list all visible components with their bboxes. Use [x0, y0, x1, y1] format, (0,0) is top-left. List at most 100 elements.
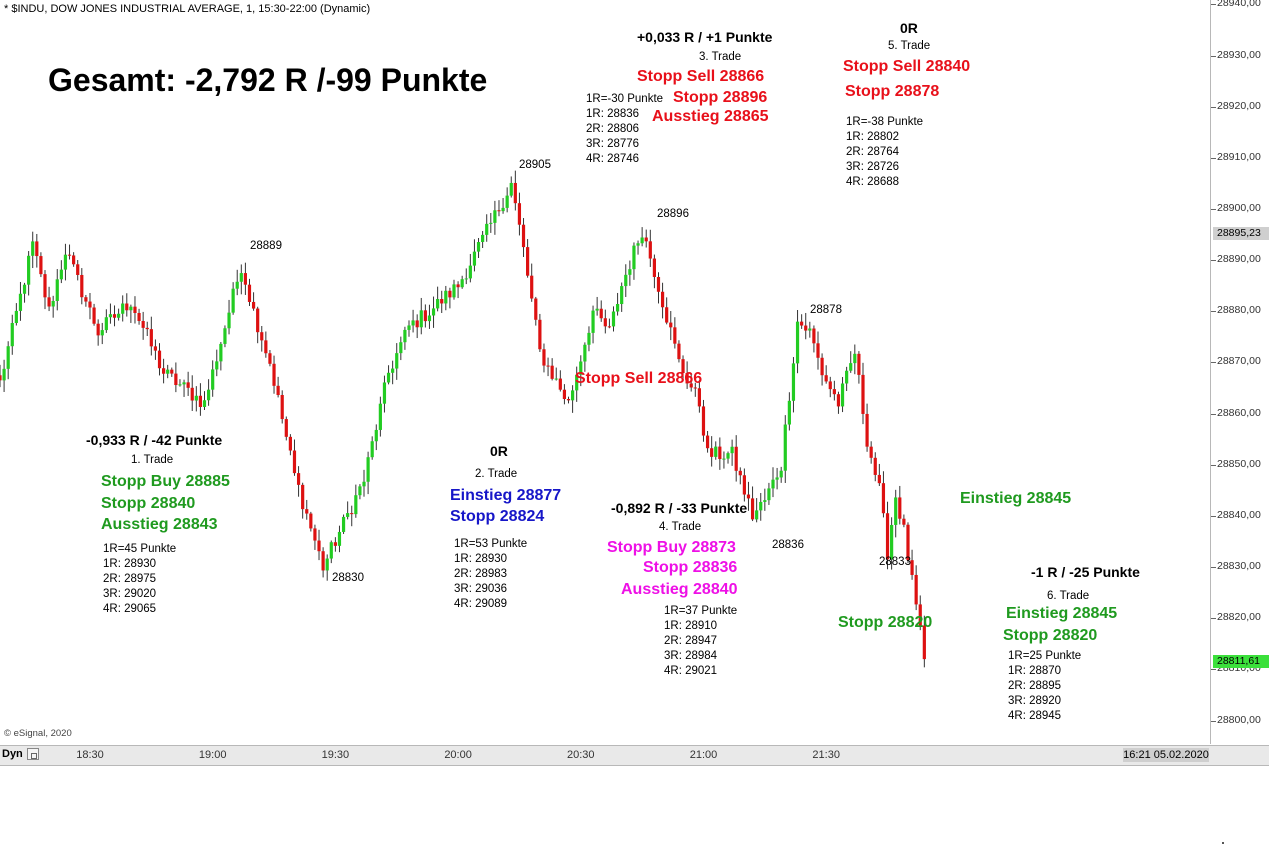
price-tick-label: 28940,00	[1217, 0, 1261, 10]
price-tick-label: 28930,00	[1217, 48, 1261, 61]
candle	[558, 370, 562, 392]
price-tick-mark	[1211, 55, 1216, 57]
candle	[153, 339, 158, 360]
time-tick-label: 21:30	[812, 749, 840, 761]
swing-label: 28833	[879, 556, 911, 568]
candle	[791, 357, 796, 413]
candle	[321, 547, 325, 578]
candle	[652, 254, 656, 289]
trade6-level: 1R: 28870	[1008, 665, 1062, 677]
candle	[718, 437, 722, 470]
candle	[219, 342, 223, 371]
trade1-level: 4R: 29065	[103, 603, 157, 615]
price-axis[interactable]: 28800,00 28810,00 28820,00 28830,00 28840,00…	[1211, 0, 1269, 744]
candle	[832, 380, 836, 401]
candle	[820, 353, 824, 386]
price-tick-label: 28830,00	[1217, 560, 1261, 573]
candle	[566, 396, 571, 404]
candle	[100, 322, 104, 345]
candle	[341, 514, 346, 534]
candle	[910, 549, 914, 580]
time-axis[interactable]: Dyn 16:21 05.02.2020 18:30 19:00 19:30 20:0…	[0, 745, 1269, 766]
candle	[313, 524, 317, 550]
trade5-result: 0R	[900, 20, 918, 36]
candle	[296, 466, 301, 497]
candle	[714, 441, 718, 460]
price-tick-mark	[1211, 567, 1216, 569]
price-tick-mark	[1211, 106, 1216, 108]
candle	[779, 466, 783, 483]
trade6-chart-entry: Einstieg 28845	[960, 490, 1072, 507]
candle	[538, 313, 542, 353]
trade4-order: Ausstieg 28840	[621, 581, 738, 598]
candle	[877, 463, 881, 486]
trade4-order: Stopp Buy 28873	[607, 539, 736, 556]
candle	[710, 436, 714, 467]
candle	[685, 361, 689, 389]
trade2-order: Einstieg 28877	[450, 487, 562, 504]
candlestick-plot[interactable]	[0, 0, 1210, 744]
candle	[309, 511, 313, 532]
candle	[783, 415, 787, 483]
chart-title: * $INDU, DOW JONES INDUSTRIAL AVERAGE, 1…	[4, 3, 371, 15]
candle	[448, 287, 452, 309]
candle	[534, 296, 538, 326]
trade4-order: Stopp 28836	[643, 559, 738, 576]
trade2-order: Stopp 28824	[450, 508, 545, 525]
candle	[284, 416, 288, 441]
candle	[828, 376, 832, 398]
trade6-level: 3R: 28920	[1008, 695, 1062, 707]
candle	[689, 373, 693, 392]
price-tick-label: 28860,00	[1217, 406, 1261, 419]
trade2-result: 0R	[490, 443, 508, 459]
candle	[603, 309, 607, 334]
candle	[885, 501, 890, 570]
candle	[125, 293, 129, 317]
candle	[264, 331, 268, 358]
candle	[750, 486, 755, 522]
candle	[268, 350, 272, 367]
candle	[468, 253, 472, 283]
candle	[632, 242, 636, 280]
candle	[722, 451, 726, 469]
trade5-level: 3R: 28726	[846, 161, 900, 173]
trade1-order: Ausstieg 28843	[101, 516, 218, 533]
candle	[0, 364, 2, 388]
candle	[607, 318, 612, 329]
candle	[804, 312, 808, 340]
candle	[775, 467, 779, 490]
candle	[693, 382, 697, 397]
trade2-level: 1R: 28930	[454, 553, 508, 565]
candle	[247, 278, 252, 306]
chart-area[interactable]	[0, 0, 1211, 744]
candle	[362, 469, 366, 497]
trade2-level: 3R: 29036	[454, 583, 508, 595]
candle	[43, 270, 47, 310]
candle	[403, 326, 407, 350]
candle	[734, 435, 738, 482]
candle	[407, 320, 411, 337]
candle	[501, 198, 505, 214]
candle	[922, 615, 926, 668]
candle	[14, 303, 18, 326]
candle	[141, 311, 145, 340]
price-tick-mark	[1211, 4, 1216, 6]
candle	[260, 325, 264, 352]
candle	[517, 192, 522, 236]
candle	[673, 317, 677, 349]
candle	[104, 309, 108, 333]
price-tick-label: 28910,00	[1217, 150, 1261, 163]
trade1-name: 1. Trade	[131, 454, 174, 466]
trade3-level: 4R: 28746	[586, 153, 640, 165]
candle	[840, 377, 845, 413]
candle	[530, 263, 534, 302]
candle	[489, 212, 493, 233]
candle	[873, 452, 877, 482]
lock-icon[interactable]	[27, 748, 39, 760]
candle	[644, 229, 648, 248]
last-price-marker: 28811,61	[1213, 655, 1269, 669]
corner-dot	[1222, 842, 1224, 844]
trade4-level: 1R: 28910	[664, 620, 718, 632]
candle	[824, 365, 828, 384]
dynamic-mode-label[interactable]: Dyn	[2, 748, 23, 760]
